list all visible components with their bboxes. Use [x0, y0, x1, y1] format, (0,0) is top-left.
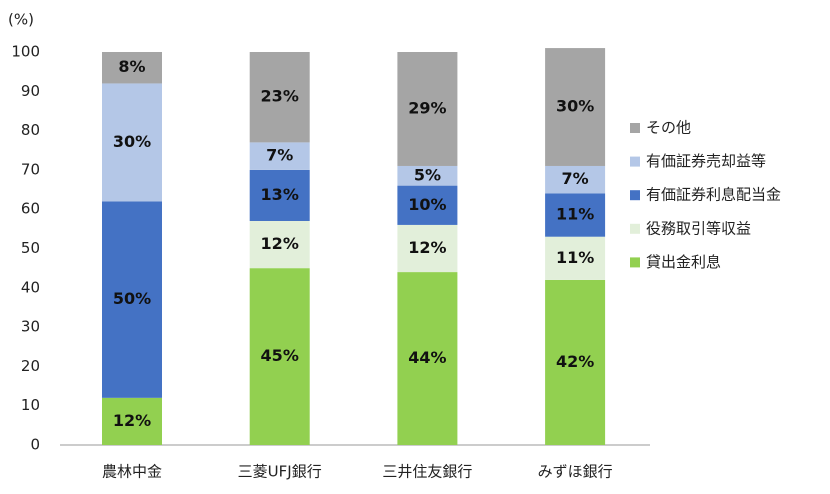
bar-segment [397, 185, 458, 225]
bar-segment [249, 220, 310, 269]
legend-label: 有価証券売却益等 [646, 152, 766, 170]
x-tick-label: 農林中金 [102, 463, 162, 481]
value-label: 50% [113, 289, 151, 308]
value-label: 44% [408, 348, 446, 367]
bar-segment [102, 83, 162, 202]
legend-label: その他 [646, 119, 691, 137]
y-tick-label: 60 [21, 200, 40, 218]
bar-segment [545, 279, 606, 445]
x-tick-label: 三菱UFJ銀行 [238, 463, 322, 481]
y-axis-title: (%) [8, 11, 34, 29]
value-label: 11% [556, 205, 594, 224]
value-label: 12% [408, 238, 446, 257]
bar-segment [397, 224, 458, 273]
bar-segment [545, 165, 606, 194]
value-label: 13% [261, 185, 299, 204]
value-label: 8% [118, 57, 145, 76]
legend-swatch [630, 190, 640, 201]
value-label: 42% [556, 352, 594, 371]
y-tick-label: 20 [21, 357, 40, 375]
bar-segment [545, 236, 606, 280]
y-tick-label: 90 [21, 82, 40, 100]
value-label: 23% [261, 87, 299, 106]
legend-label: 貸出金利息 [646, 253, 721, 271]
legend-label: 役務取引等収益 [646, 219, 751, 237]
legend-swatch [630, 223, 640, 234]
value-label: 5% [414, 165, 441, 184]
y-tick-label: 70 [21, 160, 40, 178]
bar-segment [397, 272, 458, 445]
x-tick-label: 三井住友銀行 [382, 463, 472, 481]
bar-segment [249, 268, 310, 445]
bar-segment [249, 169, 310, 221]
value-label: 45% [261, 346, 299, 365]
bar-segment [397, 165, 458, 186]
value-label: 30% [113, 132, 151, 151]
legend-swatch [630, 257, 640, 268]
bar-segment [102, 397, 162, 445]
value-label: 10% [408, 195, 446, 214]
bar-segment [397, 52, 458, 166]
bar-segment [249, 52, 310, 143]
legend-label: 有価証券利息配当金 [646, 186, 781, 204]
value-label: 7% [266, 146, 293, 165]
value-label: 29% [408, 98, 446, 117]
y-tick-label: 40 [21, 278, 40, 296]
bar-segment [249, 142, 310, 170]
y-tick-label: 30 [21, 318, 40, 336]
x-tick-label: みずほ銀行 [538, 463, 613, 481]
bar-segment [102, 52, 162, 84]
value-label: 7% [562, 169, 589, 188]
value-label: 11% [556, 248, 594, 267]
y-tick-label: 10 [21, 396, 40, 414]
y-tick-label: 0 [30, 436, 40, 454]
value-label: 12% [261, 234, 299, 253]
value-label: 12% [113, 411, 151, 430]
legend-swatch [630, 156, 640, 167]
y-tick-label: 100 [11, 43, 40, 61]
value-label: 30% [556, 97, 594, 116]
y-tick-label: 80 [21, 121, 40, 139]
bar-segment [545, 193, 606, 237]
bar-segment [545, 48, 606, 166]
legend-swatch [630, 123, 640, 133]
bar-segment [102, 201, 162, 398]
y-tick-label: 50 [21, 239, 40, 257]
